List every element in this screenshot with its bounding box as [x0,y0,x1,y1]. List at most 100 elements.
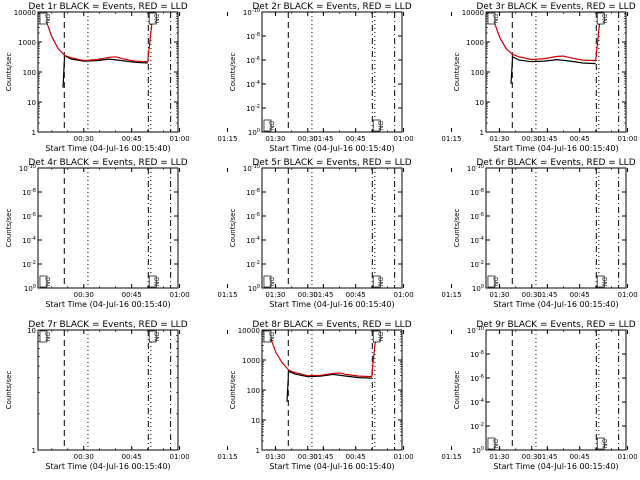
y-axis-label: Counts/sec [453,209,461,248]
x-tick-label: 00:45 [346,453,366,461]
x-tick-label: 00:30 [522,291,542,299]
y-axis-label: Counts/sec [229,371,237,410]
x-tick-label: 01:00 [618,453,638,461]
plot-frame [261,11,403,133]
y-tick-label: 10-4 [470,398,484,407]
y-tick-label: 10-6 [22,212,36,221]
annotation-box [148,275,157,288]
y-axis-label: Counts/sec [5,209,13,248]
y-tick-label: 10-6 [470,212,484,221]
y-tick-label: 10-8 [246,188,260,197]
plot-frame [37,167,179,289]
series-line-lld [37,11,154,63]
y-tick-label: 10-8 [22,188,36,197]
annotation-label: DN [377,332,384,341]
annotation-label: DN [601,14,608,23]
x-axis-label: Start Time (04-Jul-16 00:15:40) [493,144,618,153]
annotation-box [596,12,605,25]
y-tick-label: 100 [247,387,260,395]
plot-frame [261,167,403,289]
annotation-box [487,275,496,288]
x-tick-label: 00:45 [122,135,142,143]
annotation-marker: DN [487,437,498,450]
x-tick-label: 00:30 [522,135,542,143]
annotation-label: DN [377,277,384,286]
panel-det-2: Det 2r BLACK = Events, RED = LLD Counts/s… [229,2,557,153]
annotation-box [596,275,605,288]
annotation-box [487,12,496,25]
y-tick-label: 1 [256,447,260,455]
panel-det-5: Det 5r BLACK = Events, RED = LLD Counts/s… [229,158,557,309]
y-tick-label: 100 [472,446,484,455]
panel-title: Det 8r BLACK = Events, RED = LLD [252,320,411,330]
y-tick-label: 10-6 [470,374,484,383]
panel-det-7: Det 7r BLACK = Events, RED = LLD Counts/s… [5,320,333,471]
annotation-marker: DN [596,437,608,450]
annotation-marker: DN [148,330,160,343]
annotation-box [372,119,381,132]
x-tick-label: 00:30 [298,135,318,143]
x-axis-label: Start Time (04-Jul-16 00:15:40) [493,300,618,309]
x-tick-label: 01:00 [170,453,190,461]
y-tick-label: 10000 [14,9,36,17]
plot-frame [37,329,179,451]
series-line-events [286,370,372,402]
series-line-events [510,55,596,84]
annotation-label: DN [153,277,160,286]
x-tick-label: 00:45 [570,453,590,461]
y-tick-label: 10-10 [243,164,260,173]
x-tick-label: 01:45 [537,453,557,461]
panel-title: Det 7r BLACK = Events, RED = LLD [28,320,187,330]
panel-title: Det 5r BLACK = Events, RED = LLD [252,158,411,168]
y-tick-label: 10-2 [470,260,484,269]
annotation-marker: DN [263,119,274,132]
y-tick-label: 1 [32,129,36,137]
series-line-lld [261,329,378,378]
annotation-marker: DN [372,330,384,343]
x-tick-label: 00:45 [122,291,142,299]
x-axis-label: Start Time (04-Jul-16 00:15:40) [269,462,394,471]
x-tick-label: 01:30 [265,291,285,299]
y-axis-label: Counts/sec [229,209,237,248]
y-axis-label: Counts/sec [5,371,13,410]
y-tick-label: 10-10 [19,164,36,173]
x-tick-label: 01:45 [537,291,557,299]
annotation-marker: DN [39,275,50,288]
annotation-label: DN [153,14,160,23]
x-tick-label: 00:45 [570,291,590,299]
panel-title: Det 6r BLACK = Events, RED = LLD [476,158,635,168]
annotation-label: DN [43,332,50,341]
panel-title: Det 9r BLACK = Events, RED = LLD [476,320,635,330]
y-tick-label: 10-2 [246,260,260,269]
annotation-label: DN [491,14,498,23]
annotation-marker: DN [263,275,274,288]
annotation-label: DN [491,277,498,286]
annotation-label: DN [43,14,50,23]
annotation-label: DN [267,332,274,341]
panel-det-8: Det 8r BLACK = Events, RED = LLD Counts/s… [229,320,557,471]
y-tick-label: 10-4 [246,80,260,89]
annotation-label: DN [601,439,608,448]
x-tick-label: 01:15 [217,291,237,299]
y-axis-label: Counts/sec [229,53,237,92]
x-tick-label: 01:00 [170,135,190,143]
x-tick-label: 00:30 [74,135,94,143]
x-tick-label: 00:45 [122,453,142,461]
panel-det-9: Det 9r BLACK = Events, RED = LLD Counts/s… [453,320,638,471]
annotation-box [487,437,496,450]
y-tick-label: 100 [471,69,484,77]
y-tick-label: 10-8 [470,188,484,197]
x-tick-label: 01:00 [170,291,190,299]
x-tick-label: 00:45 [570,135,590,143]
y-tick-label: 1000 [18,39,36,47]
annotation-box [39,12,48,25]
x-tick-label: 00:45 [346,135,366,143]
x-tick-label: 01:30 [265,453,285,461]
annotation-label: DN [377,121,384,130]
y-tick-label: 10-6 [246,212,260,221]
x-tick-label: 01:15 [441,135,461,143]
x-axis-label: Start Time (04-Jul-16 00:15:40) [45,144,170,153]
annotation-marker: DN [39,330,50,343]
annotation-label: DN [267,277,274,286]
y-tick-label: 10 [27,327,36,335]
